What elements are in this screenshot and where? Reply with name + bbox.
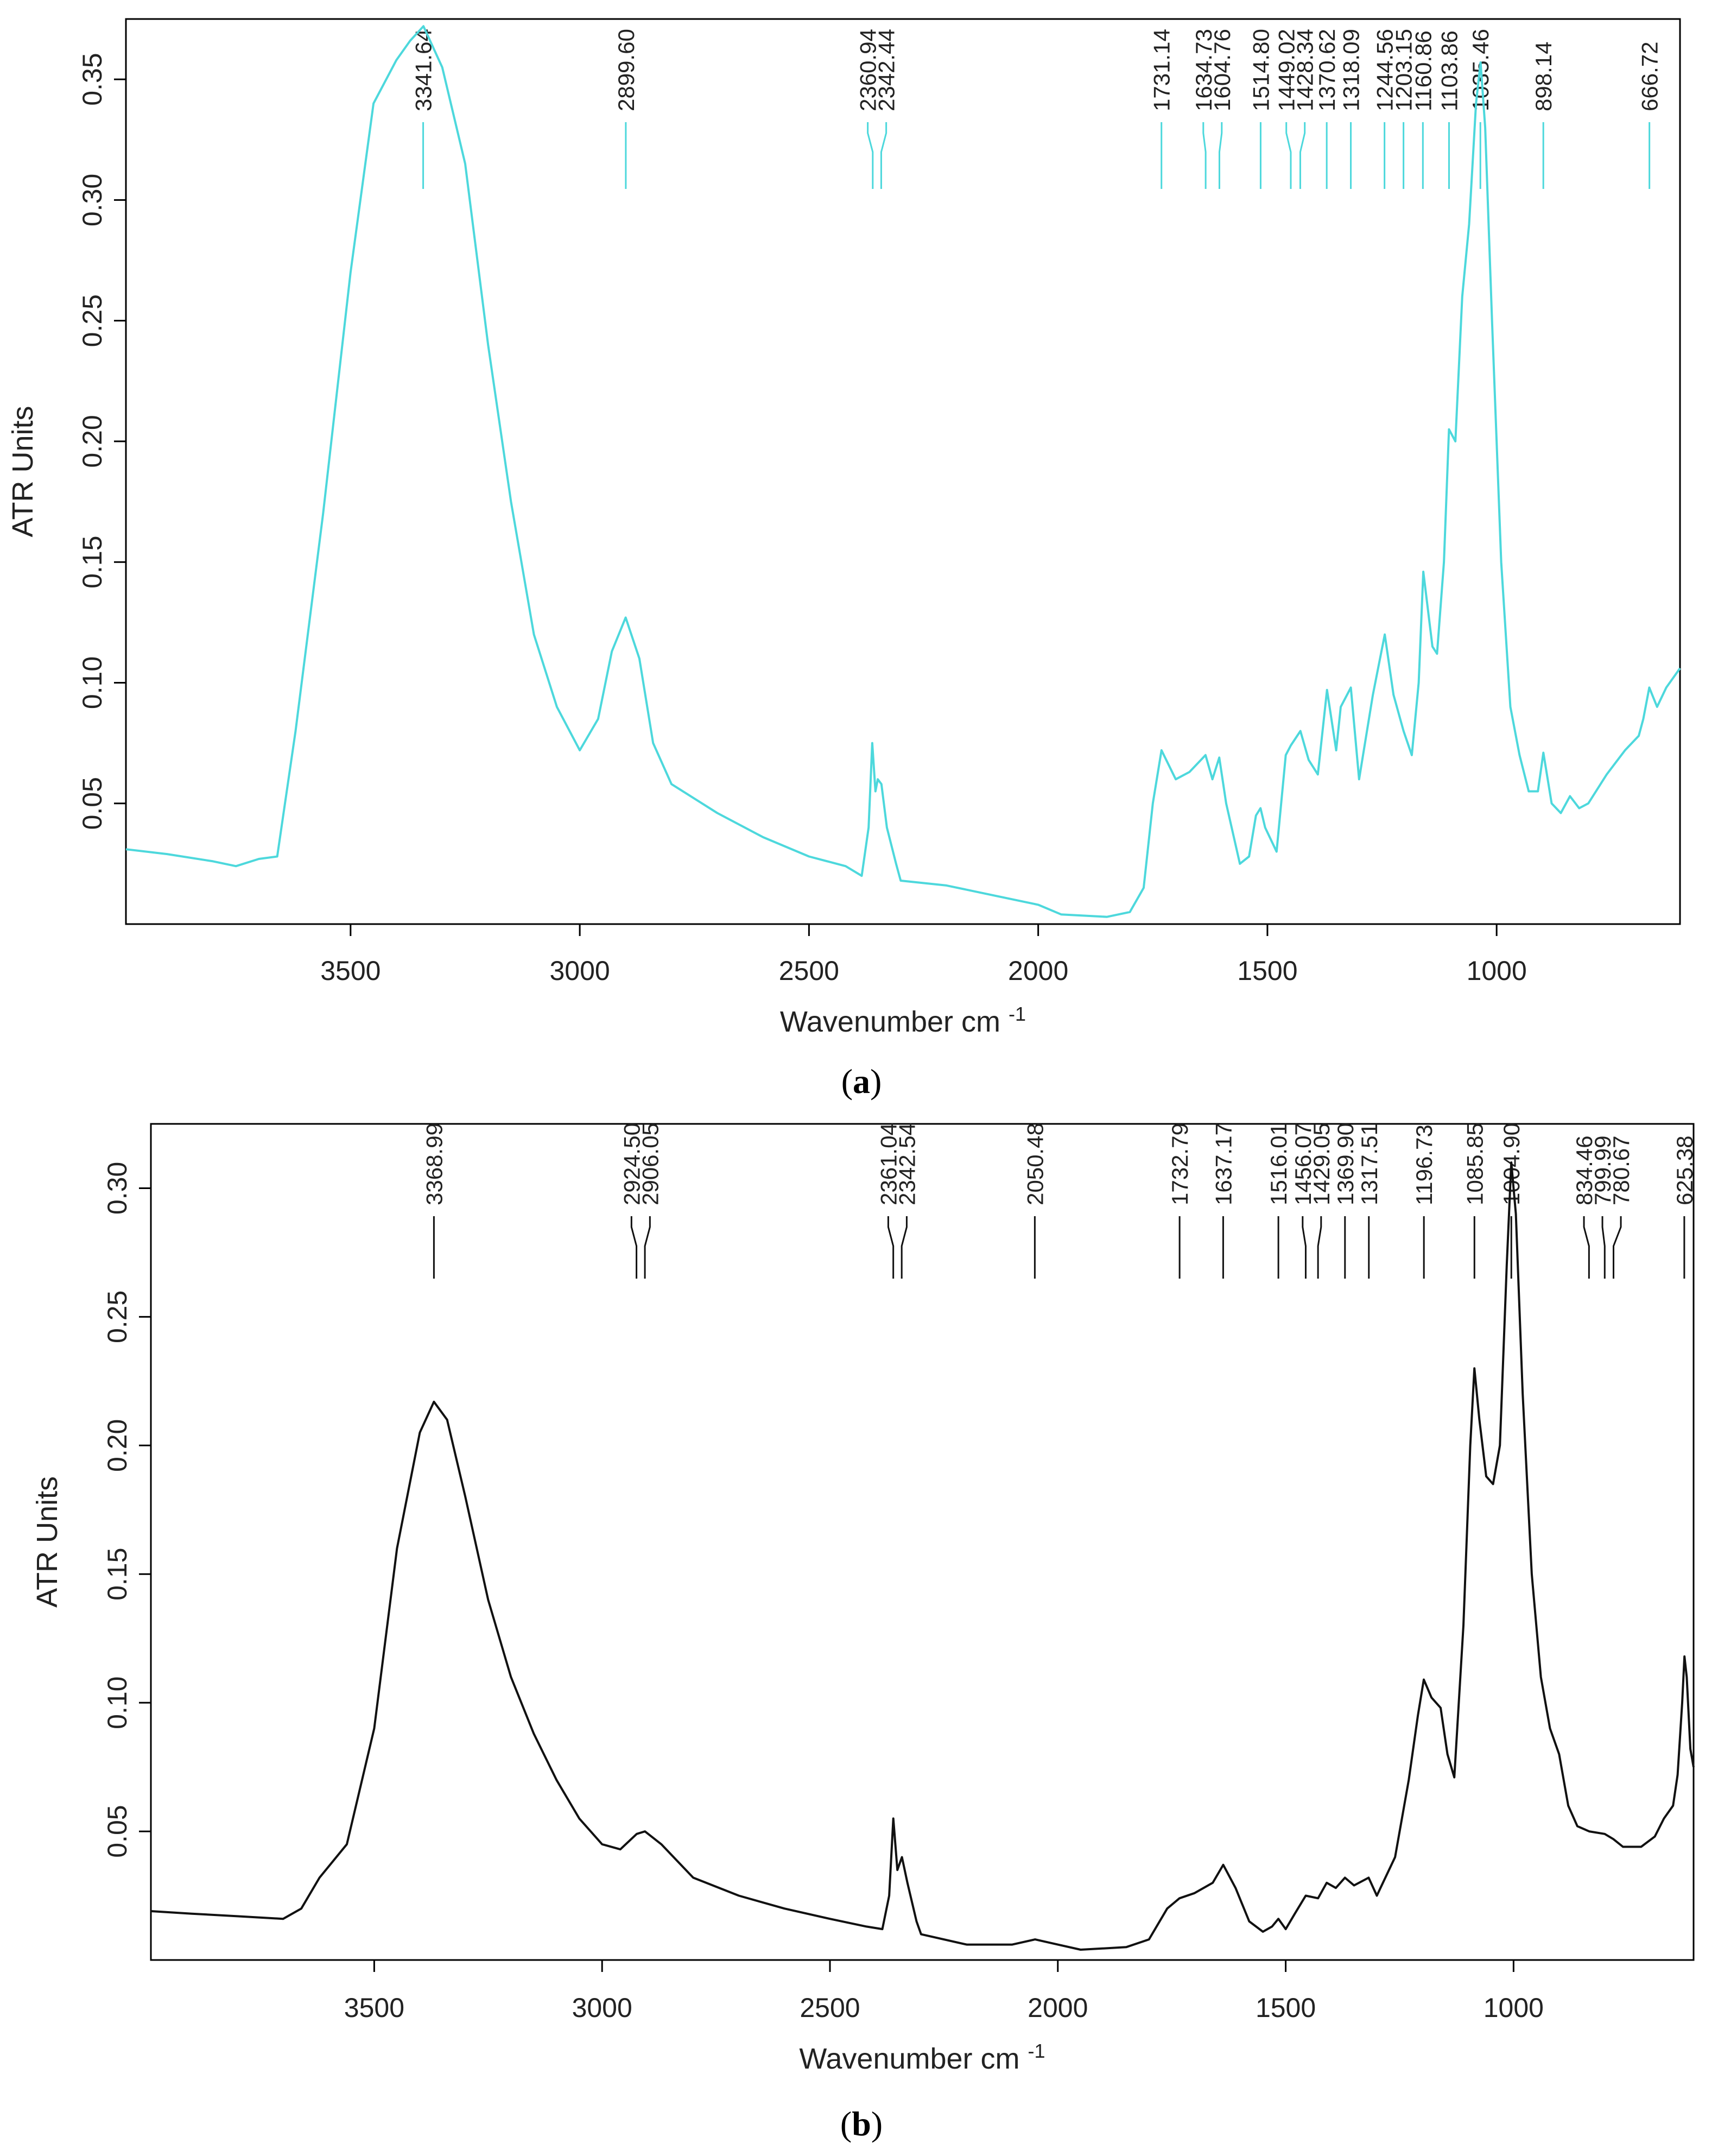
x-tick-label: 1000: [1467, 956, 1527, 986]
x-axis-label-exponent: -1: [1009, 1003, 1026, 1025]
plot-frame: [150, 1123, 1695, 1961]
x-tick-label: 1500: [1256, 1993, 1316, 2023]
peak-label: 898.14: [1531, 42, 1556, 111]
y-tick-label: 0.25: [102, 1291, 132, 1343]
y-tick-label: 0.05: [77, 777, 107, 830]
peak-label: 1456.07: [1290, 1123, 1316, 1205]
x-axis-label: Wavenumber cm -1: [799, 2040, 1045, 2076]
peak-label: 1429.05: [1309, 1123, 1334, 1205]
peak-marker-line: [1218, 122, 1223, 189]
y-tick-label: 0.20: [102, 1419, 132, 1472]
peak-marker-line: [887, 1216, 895, 1279]
peak-label: 1196.73: [1411, 1124, 1437, 1205]
x-axis-label-exponent: -1: [1028, 2040, 1045, 2062]
spectrum-line: [125, 25, 1681, 918]
x-tick-label: 2500: [800, 1993, 860, 2023]
x-tick-label: 1000: [1484, 1993, 1544, 2023]
y-tick-label: 0.30: [102, 1162, 132, 1215]
panel-label-b: (b): [840, 2104, 883, 2143]
peak-label: 780.67: [1608, 1136, 1634, 1205]
peak-marker-line: [867, 122, 874, 189]
peak-marker-line: [1202, 122, 1207, 189]
x-tick-label: 3000: [549, 956, 610, 986]
peak-marker-line: [880, 122, 887, 189]
peak-label: 2342.44: [874, 29, 899, 111]
peak-label: 834.46: [1571, 1136, 1597, 1205]
peak-marker-line: [644, 1216, 651, 1279]
x-tick-label: 3500: [344, 1993, 404, 2023]
x-tick-label: 2500: [779, 956, 839, 986]
y-tick-label: 0.30: [77, 174, 107, 226]
peak-label: 666.72: [1637, 42, 1663, 111]
peak-label: 2050.48: [1022, 1123, 1048, 1205]
peak-label: 2361.04: [876, 1123, 901, 1205]
peak-label: 1370.62: [1314, 29, 1340, 111]
peak-label: 2924.50: [619, 1123, 644, 1205]
y-tick-label: 0.05: [102, 1805, 132, 1857]
peak-label: 1428.34: [1292, 29, 1318, 111]
y-axis-label: ATR Units: [31, 1476, 64, 1608]
peak-marker-line: [1285, 122, 1292, 189]
peak-label: 1732.79: [1167, 1123, 1193, 1205]
peak-label: 2342.54: [894, 1123, 920, 1205]
chart-b: 3500 3000 2500 2000 1500 1000 0.05 0.10 0.15 0.20…: [31, 1123, 1697, 2076]
peak-label: 1160.86: [1410, 30, 1436, 111]
y-tick-label: 0.35: [77, 53, 107, 105]
peak-label: 3341.64: [411, 29, 436, 111]
peak-label: 1369.90: [1333, 1123, 1358, 1205]
peak-marker-line: [1317, 1216, 1322, 1279]
peak-label: 1604.76: [1209, 29, 1235, 111]
peak-label: 1103.86: [1436, 30, 1462, 111]
peak-label: 2360.94: [855, 29, 881, 111]
chart-a: 3500 3000 2500 2000 1500 1000 0.05 0.10 0.15 0.20…: [7, 18, 1681, 1039]
peak-label: 1318.09: [1339, 29, 1364, 111]
peak-marker-line: [1583, 1216, 1590, 1279]
peak-marker-line: [1299, 122, 1306, 189]
peak-marker-line: [1601, 1216, 1606, 1279]
peak-label: 1085.85: [1462, 1123, 1487, 1205]
peak-label: 1637.17: [1210, 1123, 1236, 1205]
peak-label: 2899.60: [613, 29, 639, 111]
y-axis-label: ATR Units: [7, 406, 39, 537]
peak-label: 1449.02: [1274, 29, 1299, 111]
y-tick-label: 0.10: [102, 1676, 132, 1729]
x-tick-label: 2000: [1028, 1993, 1088, 2023]
peak-label: 1731.14: [1149, 29, 1175, 111]
peak-label: 3368.99: [421, 1123, 447, 1205]
peak-label: 1514.80: [1248, 29, 1273, 111]
peak-marker-line: [1613, 1216, 1622, 1279]
peak-label: 799.99: [1590, 1136, 1615, 1205]
x-tick-label: 2000: [1008, 956, 1068, 986]
spectrum-line: [150, 1161, 1695, 1951]
peak-label: 1516.01: [1266, 1123, 1291, 1205]
peak-label: 1317.51: [1356, 1123, 1382, 1205]
y-tick-label: 0.25: [77, 294, 107, 347]
peak-label: 1203.15: [1391, 29, 1417, 111]
x-axis-label: Wavenumber cm -1: [780, 1003, 1026, 1039]
peak-label: 1634.73: [1191, 29, 1216, 111]
peak-marker-line: [901, 1216, 908, 1279]
x-tick-label: 3000: [572, 1993, 632, 2023]
peak-label: 2906.05: [637, 1123, 663, 1205]
panel-label-a: (a): [841, 1062, 882, 1101]
x-tick-label: 1500: [1237, 956, 1297, 986]
peak-label: 1244.56: [1372, 29, 1398, 111]
peak-marker-line: [1302, 1216, 1307, 1279]
y-tick-label: 0.15: [102, 1548, 132, 1601]
plot-frame: [125, 18, 1681, 925]
y-tick-label: 0.10: [77, 656, 107, 709]
y-tick-label: 0.20: [77, 415, 107, 467]
peak-marker-line: [630, 1216, 638, 1279]
peak-label: 625.38: [1672, 1136, 1697, 1205]
x-tick-label: 3500: [320, 956, 381, 986]
y-tick-label: 0.15: [77, 536, 107, 589]
